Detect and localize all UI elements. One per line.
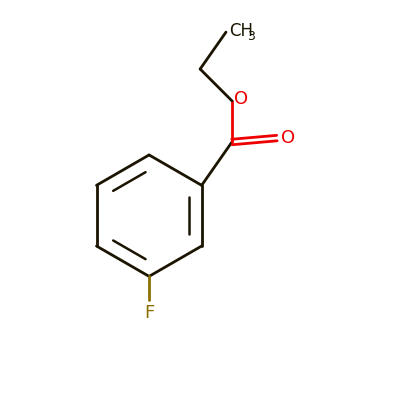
Text: O: O (281, 129, 295, 147)
Text: 3: 3 (247, 30, 255, 42)
Text: F: F (144, 304, 154, 322)
Text: O: O (234, 90, 248, 108)
Text: CH: CH (229, 22, 253, 40)
